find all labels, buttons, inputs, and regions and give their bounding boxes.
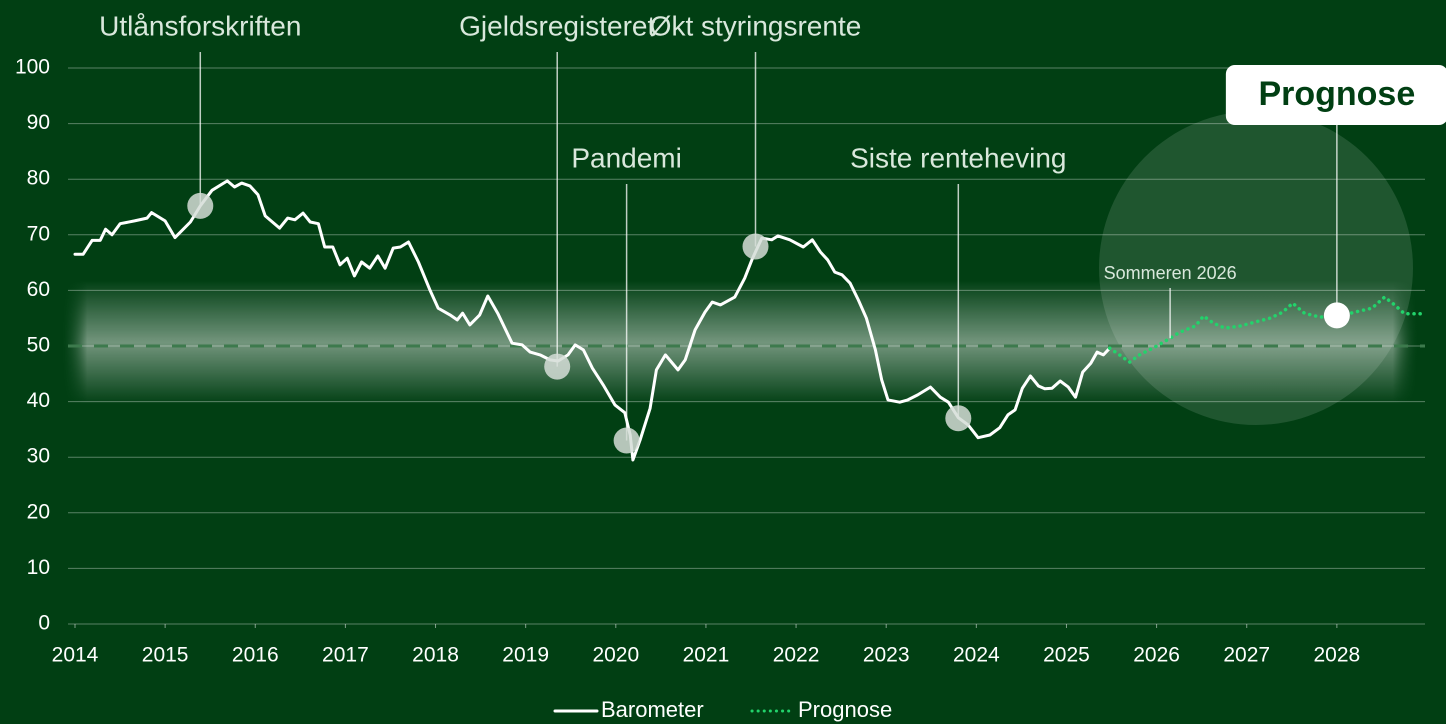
x-tick-label: 2025 — [1043, 644, 1090, 667]
x-tick-label: 2022 — [773, 644, 820, 667]
annotation-label: Prognose — [1258, 75, 1415, 113]
y-tick-label: 50 — [27, 334, 50, 357]
y-tick-label: 30 — [27, 445, 50, 468]
annotation-label: Siste renteheving — [850, 142, 1066, 173]
annotation-label: Pandemi — [571, 142, 682, 173]
annotation-marker — [544, 353, 571, 380]
y-tick-label: 20 — [27, 500, 50, 523]
x-tick-label: 2020 — [592, 644, 639, 667]
annotation-label: Utlånsforskriften — [99, 10, 301, 41]
y-tick-label: 80 — [27, 167, 50, 190]
x-tick-label: 2017 — [322, 644, 369, 667]
y-tick-label: 100 — [15, 56, 50, 79]
x-tick-label: 2023 — [863, 644, 910, 667]
x-tick-label: 2019 — [502, 644, 549, 667]
plot: 0 10 20 30 40 50 60 70 80 90 100 2014 2015 2016 2017 20… — [15, 10, 1446, 722]
y-tick-label: 60 — [27, 278, 50, 301]
forecast-highlight — [1099, 111, 1413, 425]
annotation-marker — [742, 233, 769, 260]
x-tick-label: 2016 — [232, 644, 279, 667]
legend-label: Barometer — [601, 697, 704, 722]
annotation-label: Sommeren 2026 — [1104, 263, 1237, 283]
annotation-marker — [613, 427, 640, 454]
annotation-label: Økt styringsrente — [650, 10, 862, 41]
annotation-marker — [187, 192, 214, 219]
x-tick-label: 2015 — [142, 644, 189, 667]
annotation-label: Gjeldsregisteret — [459, 10, 655, 41]
x-tick-label: 2014 — [52, 644, 99, 667]
x-tick-label: 2018 — [412, 644, 459, 667]
annotation-box — [1225, 65, 1446, 125]
y-tick-label: 40 — [27, 389, 50, 412]
x-tick-label: 2026 — [1133, 644, 1180, 667]
x-tick-label: 2024 — [953, 644, 1000, 667]
y-tick-label: 0 — [38, 612, 50, 635]
x-tick-label: 2027 — [1223, 644, 1270, 667]
y-tick-label: 90 — [27, 111, 50, 134]
y-tick-label: 70 — [27, 222, 50, 245]
y-tick-label: 10 — [27, 556, 50, 579]
legend-label: Prognose — [798, 697, 892, 722]
neutral-band — [60, 280, 1420, 405]
x-tick-label: 2028 — [1314, 644, 1361, 667]
annotation-marker — [945, 405, 972, 432]
series-line — [1107, 295, 1426, 364]
annotation-marker — [1323, 302, 1350, 329]
x-tick-label: 2021 — [683, 644, 730, 667]
